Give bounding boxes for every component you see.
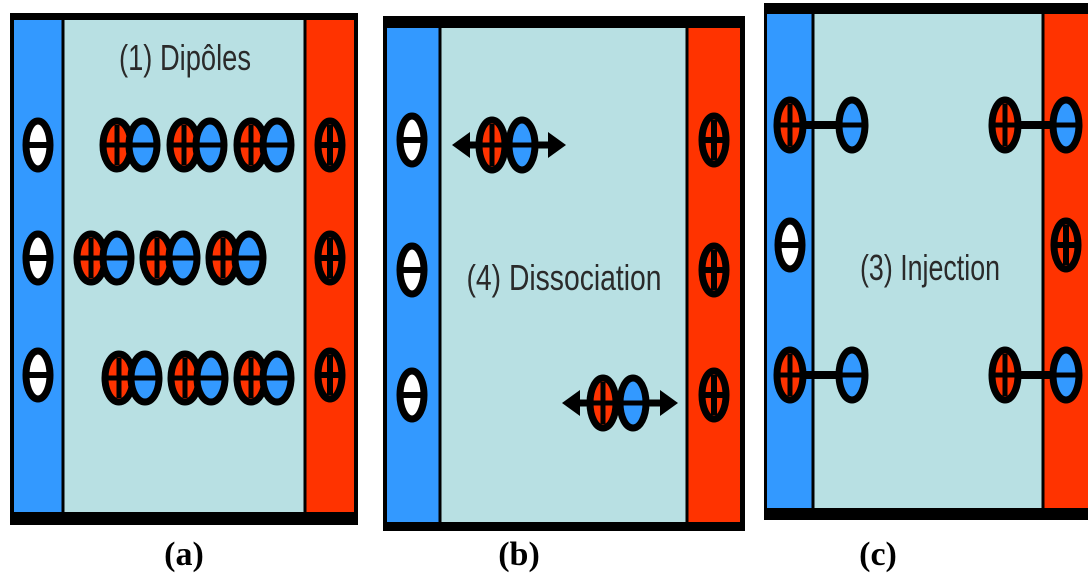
injection-pair-bottom-right [992,350,1079,400]
left-charge-minus-icon [400,371,424,419]
left-charge-minus-icon [26,234,50,282]
panel-c-process-label: (3) Injection [860,247,1000,288]
dipole-icon [209,234,263,282]
right-charge-plus-icon [1054,221,1078,269]
panel-c-bulk [814,14,1042,508]
red-ion-icon [992,350,1018,400]
red-ion-icon [590,378,616,428]
right-charge-plus-icon [702,371,726,419]
panel-a-process-label: (1) Dipôles [119,37,251,78]
panel-a-caption: (a) [164,536,204,573]
panel-b-process-label: (4) Dissociation [467,257,662,298]
left-charge-minus-icon [400,246,424,294]
dipole-icon [170,121,224,169]
dissociating-pair-top [452,120,566,170]
left-charge-minus-icon [778,221,802,269]
blue-ion-icon [839,350,865,400]
dipole-icon [171,354,225,402]
panel-b: (4) Dissociation [383,16,745,531]
right-charge-plus-icon [702,116,726,164]
dipole-icon [237,121,291,169]
injection-pair-top-right [992,100,1079,150]
blue-ion-icon [620,378,646,428]
panel-c-caption: (c) [859,536,897,573]
left-charge-minus-icon [26,121,50,169]
right-charge-plus-icon [318,234,342,282]
red-ion-icon [992,100,1018,150]
panel-c: (3) Injection [764,3,1088,520]
dipole-icon [237,354,291,402]
dissociating-pair-bottom [562,378,678,428]
blue-ion-icon [839,100,865,150]
injection-pair-top-left [777,100,865,150]
right-charge-plus-icon [318,351,342,399]
red-ion-icon [777,350,803,400]
panel-b-bulk [441,28,686,522]
left-charge-minus-icon [400,116,424,164]
dipole-icon [103,121,157,169]
red-ion-icon [479,120,505,170]
right-charge-plus-icon [318,121,342,169]
red-ion-icon [777,100,803,150]
right-charge-plus-icon [702,246,726,294]
left-charge-minus-icon [26,351,50,399]
panel-b-caption: (b) [498,536,540,573]
dipole-icon [77,234,131,282]
injection-pair-bottom-left [777,350,865,400]
blue-ion-icon [1053,350,1079,400]
dipole-icon [105,354,159,402]
dipole-icon [143,234,197,282]
blue-ion-icon [1053,100,1079,150]
panel-a: (1) Dipôles [10,13,358,525]
blue-ion-icon [509,120,535,170]
